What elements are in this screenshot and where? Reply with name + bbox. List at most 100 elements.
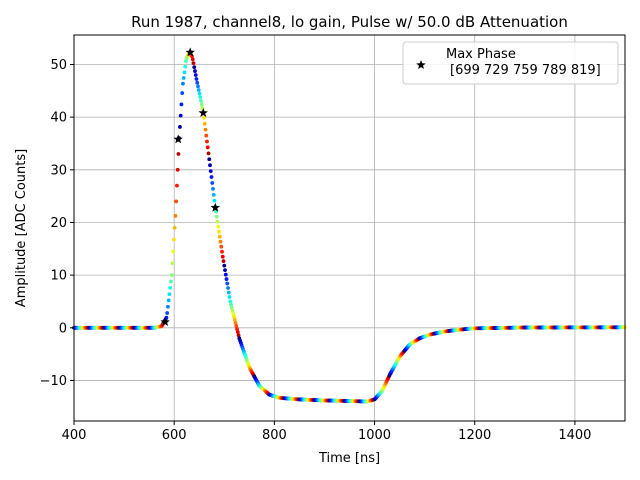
data-point (210, 181, 215, 185)
data-point (208, 169, 213, 174)
data-point (181, 76, 186, 80)
data-point (176, 152, 181, 156)
data-point (207, 157, 212, 162)
x-axis-label: Time [ns] (318, 451, 380, 466)
data-point (229, 302, 233, 307)
max-phase-marker (416, 60, 426, 70)
pulse-series (72, 51, 627, 404)
max-phase-marker (185, 47, 195, 57)
y-tick-label: 40 (50, 111, 67, 126)
data-point (236, 333, 241, 338)
x-tick-label: 400 (62, 428, 87, 443)
data-point (226, 290, 231, 295)
data-point (205, 139, 209, 144)
data-point (194, 77, 199, 81)
data-point (196, 84, 200, 89)
data-point (173, 213, 178, 218)
legend-title: Max Phase (446, 47, 516, 62)
data-point (183, 64, 188, 69)
data-point (179, 102, 184, 107)
data-point (202, 115, 206, 120)
data-point (169, 273, 174, 278)
data-point (172, 237, 176, 242)
data-point (175, 183, 179, 188)
data-point (178, 125, 182, 129)
x-tick-label: 1200 (458, 428, 491, 443)
data-point (217, 229, 221, 234)
data-point (218, 239, 223, 244)
data-point (217, 234, 222, 239)
data-point (230, 308, 235, 313)
data-point (172, 225, 177, 230)
data-point (197, 91, 202, 96)
data-point (191, 61, 196, 66)
data-point (234, 324, 239, 328)
data-point (215, 219, 220, 224)
data-point (180, 91, 185, 95)
data-point (224, 277, 229, 281)
data-point (214, 214, 219, 219)
y-axis-ticks: −10 0 10 20 30 40 50 (40, 58, 74, 389)
x-tick-label: 1400 (558, 428, 591, 443)
data-point (223, 268, 227, 273)
grid-lines (73, 35, 625, 421)
data-point (195, 80, 200, 85)
data-point (219, 244, 224, 249)
legend: Max Phase [699 729 759 789 819] (402, 41, 619, 85)
data-point (226, 286, 230, 290)
data-point (211, 192, 216, 197)
data-point (202, 121, 207, 126)
data-point (209, 175, 214, 179)
data-point (166, 304, 170, 309)
data-point (190, 57, 195, 62)
data-point (232, 317, 237, 322)
data-point (165, 311, 170, 315)
plot-area-frame (73, 34, 626, 422)
data-point (235, 327, 239, 332)
data-point (196, 88, 201, 92)
data-point (166, 298, 171, 303)
data-point (184, 59, 188, 63)
y-axis-label: Amplitude [ADC Counts] (14, 149, 29, 307)
data-point (235, 330, 240, 335)
data-point (227, 295, 232, 299)
data-point (198, 95, 203, 100)
data-point (193, 69, 197, 73)
data-point (231, 311, 236, 316)
data-point (181, 81, 185, 86)
data-point (192, 65, 197, 70)
data-point (174, 199, 179, 204)
data-point (222, 263, 227, 268)
data-point (229, 305, 234, 310)
max-phase-marker (160, 317, 170, 327)
max-phase-marker (173, 134, 183, 144)
data-point (182, 70, 187, 75)
y-tick-label: 50 (50, 58, 67, 73)
data-point (208, 163, 212, 168)
y-tick-label: 20 (50, 216, 67, 231)
data-point (204, 133, 209, 138)
data-point (167, 292, 172, 296)
data-point (233, 321, 238, 325)
data-point (203, 127, 208, 132)
legend-star-marker (416, 60, 426, 70)
data-point (220, 249, 224, 254)
y-tick-label: 0 (59, 321, 67, 336)
data-point (171, 249, 176, 254)
data-point (216, 224, 221, 229)
data-point (232, 314, 236, 319)
data-point (220, 254, 225, 259)
data-point (190, 54, 194, 59)
data-point (178, 113, 183, 118)
data-point (212, 198, 217, 203)
data-point (223, 272, 228, 277)
chart-title: Run 1987, channel8, lo gain, Pulse w/ 50… (131, 13, 568, 31)
max-phase-markers (160, 47, 221, 327)
data-point (169, 279, 173, 284)
data-point (175, 167, 180, 172)
legend-box (402, 41, 619, 85)
max-phase-marker (198, 107, 208, 117)
y-tick-label: 10 (50, 269, 67, 284)
data-point (199, 99, 203, 103)
